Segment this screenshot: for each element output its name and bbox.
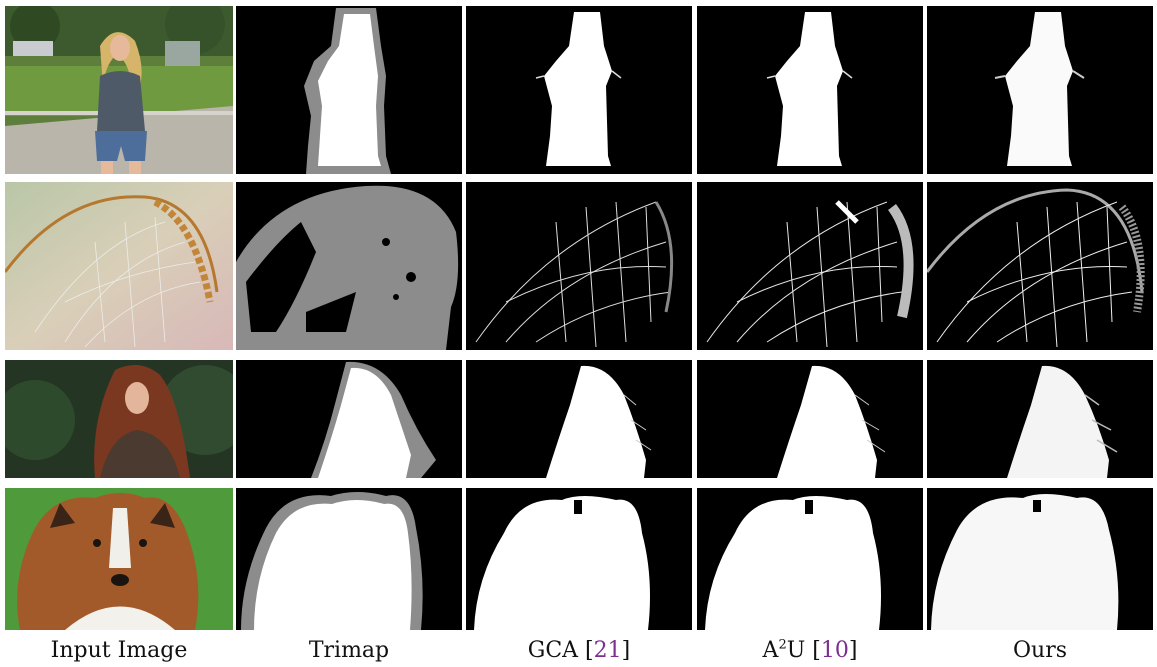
trimap-red-hair-woman xyxy=(236,360,462,478)
ours-matte-collie-dog xyxy=(927,488,1153,630)
column-label-text: GCA xyxy=(527,638,579,663)
ours-matte-spider-web xyxy=(927,182,1153,350)
ours-matte-woman-standing xyxy=(927,6,1153,174)
citation-link-21[interactable]: 21 xyxy=(593,638,622,663)
column-label-input-image: Input Image xyxy=(5,636,233,666)
citation-bracket-open: [ xyxy=(585,638,594,663)
column-label-gca: GCA [21] xyxy=(466,636,692,666)
column-label-text: Trimap xyxy=(308,638,390,663)
citation-bracket-close: ] xyxy=(621,638,631,663)
citation-link-10[interactable]: 10 xyxy=(820,638,849,663)
column-label-trimap: Trimap xyxy=(236,636,462,666)
column-label-a2u: A2U [10] xyxy=(697,636,923,666)
trimap-woman-standing xyxy=(236,6,462,174)
gca-matte-woman-standing xyxy=(466,6,692,174)
input-image-collie-dog xyxy=(5,488,233,630)
a2u-matte-red-hair-woman xyxy=(697,360,923,478)
column-label-text: Ours xyxy=(1012,638,1067,663)
column-label-superscript: 2 xyxy=(778,637,787,653)
a2u-matte-woman-standing xyxy=(697,6,923,174)
ours-matte-red-hair-woman xyxy=(927,360,1153,478)
trimap-spider-web xyxy=(236,182,462,350)
a2u-matte-collie-dog xyxy=(697,488,923,630)
a2u-matte-spider-web xyxy=(697,182,923,350)
input-image-spider-web xyxy=(5,182,233,350)
gca-matte-collie-dog xyxy=(466,488,692,630)
gca-matte-red-hair-woman xyxy=(466,360,692,478)
column-label-text: U xyxy=(786,638,806,663)
gca-matte-spider-web xyxy=(466,182,692,350)
input-image-red-hair-woman xyxy=(5,360,233,478)
column-label-text: Input Image xyxy=(50,638,188,663)
citation-bracket-close: ] xyxy=(848,638,858,663)
column-label-ours: Ours xyxy=(927,636,1153,666)
column-label-text: A xyxy=(762,638,779,663)
citation-bracket-open: [ xyxy=(812,638,821,663)
input-image-woman-standing xyxy=(5,6,233,174)
trimap-collie-dog xyxy=(236,488,462,630)
